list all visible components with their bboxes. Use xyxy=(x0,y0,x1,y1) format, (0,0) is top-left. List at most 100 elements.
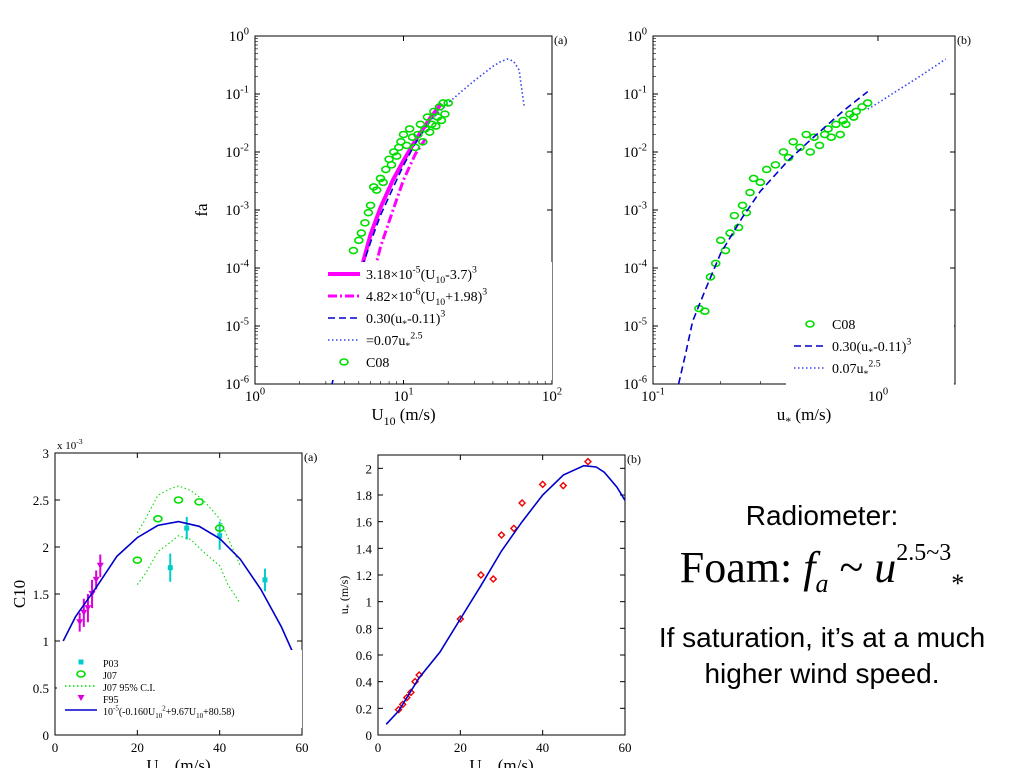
radiometer-heading: Radiometer: xyxy=(745,500,899,531)
series xyxy=(342,99,454,281)
series xyxy=(677,90,869,385)
data-point xyxy=(339,358,349,366)
data-point xyxy=(583,457,592,466)
data-point xyxy=(838,116,848,125)
data-point xyxy=(214,524,225,533)
y-tick-label: 10-1​ xyxy=(623,84,647,103)
x-tick-label: 102​ xyxy=(542,386,562,405)
formula-rhs-sub: * xyxy=(951,569,965,598)
y-tick-label: 1.6 xyxy=(356,515,373,530)
data-point xyxy=(826,133,837,141)
y-tick-label: 0.6 xyxy=(356,648,373,663)
data-point xyxy=(391,152,402,160)
legend: 3.18×10-5​(U10​-3.7)3​4.82×10-6​(U10​+1.… xyxy=(320,262,552,380)
data-point xyxy=(770,161,781,169)
data-point xyxy=(489,575,498,583)
data-point xyxy=(436,116,447,125)
data-point xyxy=(410,143,421,152)
saturation-note: If saturation, it’s at a much higher win… xyxy=(658,622,986,689)
series xyxy=(76,554,104,632)
legend-label: J07 95% C.I. xyxy=(103,683,155,694)
legend-label: 0.30(u*​-0.11)3​ xyxy=(832,337,911,359)
y-tick-label: 1.8 xyxy=(356,488,372,503)
data-point xyxy=(440,110,450,118)
legend-label: P03 xyxy=(103,659,119,670)
series-line xyxy=(429,58,525,123)
data-point xyxy=(398,700,407,709)
data-point xyxy=(745,188,755,197)
y-tick-label: 10-5​ xyxy=(623,316,647,335)
legend-box xyxy=(57,650,302,728)
data-point xyxy=(375,174,386,183)
data-point xyxy=(857,103,867,111)
data-point xyxy=(401,141,412,150)
data-point xyxy=(429,107,439,116)
data-point xyxy=(509,524,518,533)
data-point xyxy=(497,531,506,539)
series-line xyxy=(677,90,869,385)
legend-label: =0.07u*​2.5​ xyxy=(366,331,423,353)
plot-frame xyxy=(377,454,626,736)
x-tick-label: 20 xyxy=(131,740,144,755)
chart-ustar_vs_U10: 00.20.40.60.811.21.41.61.820204060U10​ (… xyxy=(337,452,641,768)
y-tick-label: 1.5 xyxy=(33,587,49,602)
data-point xyxy=(538,480,547,489)
data-point xyxy=(378,178,389,187)
data-point xyxy=(167,565,173,571)
y-tick-label: 2 xyxy=(43,540,50,555)
data-point xyxy=(398,130,409,139)
x-tick-label: 40 xyxy=(213,740,226,755)
y-tick-label: 1.2 xyxy=(356,568,372,583)
data-point xyxy=(841,120,851,129)
legend-label: 3.18×10-5​(U10​-3.7)3​ xyxy=(366,265,477,287)
series xyxy=(694,99,873,315)
formula-exponent: 2.5~3 xyxy=(896,540,952,566)
y-tick-label: 10-2​ xyxy=(225,142,249,161)
data-point xyxy=(737,201,748,210)
y-tick-label: 1 xyxy=(43,634,50,649)
legend-label: 0.30(u*​-0.11)3​ xyxy=(366,309,445,331)
y-axis-label: C10 xyxy=(10,580,29,608)
data-point xyxy=(835,130,846,139)
data-point xyxy=(402,693,411,702)
y-axis-label: fa xyxy=(192,203,211,217)
y-tick-label: 10-4​ xyxy=(225,258,249,277)
chart-fa_vs_ustar: 100​10-1​10-2​10-3​10-4​10-5​10-6​10-1​1… xyxy=(623,26,971,428)
y-tick-label: 0 xyxy=(366,728,373,743)
x-tick-label: 100​ xyxy=(868,386,888,405)
ci-band-line xyxy=(136,485,241,567)
data-point xyxy=(778,148,789,156)
series xyxy=(394,457,592,714)
legend-label: F95 xyxy=(103,695,119,706)
y-tick-label: 2 xyxy=(366,461,373,476)
legend-label: 10-5​(-0.160U10​2​+9.67U10​+80.58) xyxy=(103,705,235,721)
data-point xyxy=(705,273,716,281)
data-point xyxy=(348,246,359,255)
data-point xyxy=(262,577,268,583)
data-point xyxy=(396,137,406,146)
data-point xyxy=(96,562,104,569)
legend-label: C08 xyxy=(366,356,389,371)
data-point xyxy=(404,125,415,133)
y-tick-label: 10-6​ xyxy=(225,374,249,393)
x-tick-label: 101​ xyxy=(393,386,413,405)
foam-scaling-formula: Foam: fa ~ u2.5~3 * xyxy=(620,540,1024,599)
panel-label: (b) xyxy=(627,452,641,466)
data-point xyxy=(363,208,374,217)
series xyxy=(136,485,241,604)
data-point xyxy=(729,211,740,220)
panel-label: (a) xyxy=(304,450,317,464)
y-tick-label: 100​ xyxy=(627,26,647,45)
series-line xyxy=(331,121,431,385)
data-point xyxy=(78,659,84,665)
data-point xyxy=(424,128,435,136)
formula-lhs-sub: a xyxy=(815,569,829,598)
y-tick-label: 10-4​ xyxy=(623,258,647,277)
data-point xyxy=(92,576,100,583)
x-tick-label: 60 xyxy=(296,740,309,755)
x-tick-label: 100​ xyxy=(245,386,265,405)
scale-note: x 10-3​ xyxy=(57,437,83,452)
data-point xyxy=(386,161,397,169)
panel-label: (a) xyxy=(554,33,567,47)
